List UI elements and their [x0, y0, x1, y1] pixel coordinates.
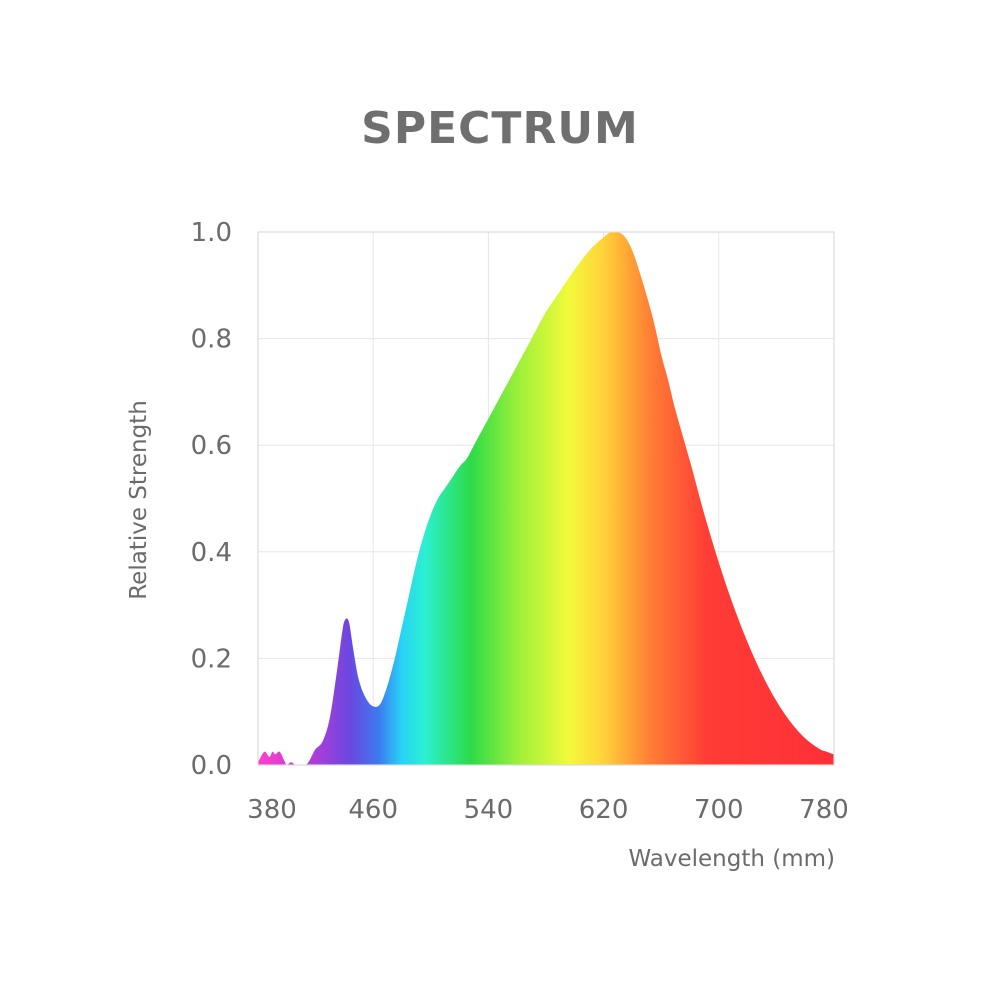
y-tick-label: 0.8 — [191, 325, 232, 355]
x-tick-label: 380 — [247, 795, 297, 825]
spectrum-area — [258, 232, 834, 765]
x-axis-label: Wavelength (mm) — [628, 846, 835, 872]
x-tick-label: 780 — [799, 795, 849, 825]
x-tick-label: 540 — [464, 795, 514, 825]
x-tick-label: 460 — [348, 795, 398, 825]
plot-frame — [257, 231, 835, 766]
y-tick-label: 0.4 — [191, 538, 232, 568]
y-tick-label: 0.0 — [191, 751, 232, 781]
x-tick-label: 620 — [579, 795, 629, 825]
y-axis-label: Relative Strength — [126, 400, 152, 600]
x-axis-ticks: 380 460 540 620 700 780 — [247, 795, 849, 825]
y-tick-label: 1.0 — [191, 218, 232, 248]
chart-title: SPECTRUM — [361, 103, 639, 154]
x-tick-label: 700 — [694, 795, 744, 825]
y-tick-label: 0.6 — [191, 431, 232, 461]
y-tick-label: 0.2 — [191, 644, 232, 674]
y-axis-ticks: 0.0 0.2 0.4 0.6 0.8 1.0 — [191, 218, 232, 781]
